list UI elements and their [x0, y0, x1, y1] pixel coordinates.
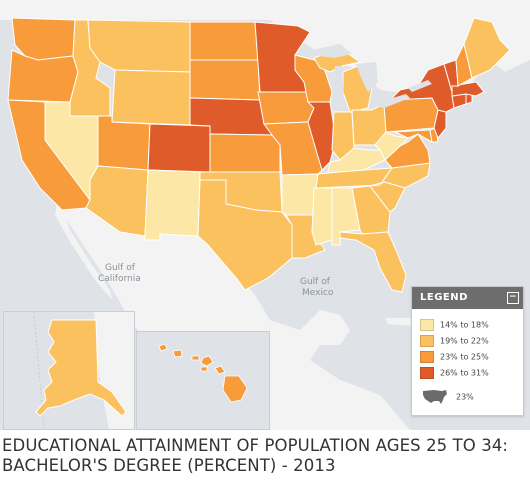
state-md[interactable]: [394, 129, 433, 143]
alaska-inset: [3, 311, 135, 430]
legend-panel: LEGEND − 14% to 18% 19% to 22% 23% to 25…: [411, 286, 524, 416]
legend-class-1: 14% to 18%: [420, 319, 489, 331]
great-lakes: [312, 44, 432, 108]
legend-label: 19% to 22%: [440, 336, 489, 346]
legend-title: LEGEND: [420, 292, 468, 303]
state-vt[interactable]: [443, 59, 459, 93]
state-wa[interactable]: [11, 17, 76, 61]
mexico-land: [50, 190, 410, 430]
state-il[interactable]: [306, 101, 337, 171]
state-nm[interactable]: [144, 169, 201, 241]
state-nd[interactable]: [189, 21, 259, 61]
baja-land: [55, 195, 112, 300]
state-ut[interactable]: [97, 115, 151, 171]
state-ak[interactable]: [35, 319, 127, 417]
state-wv[interactable]: [374, 131, 410, 161]
state-hi[interactable]: [158, 343, 248, 403]
states-layer: [7, 17, 511, 293]
alaska-inset-map: [33, 311, 134, 430]
legend-swatch: [420, 351, 434, 363]
gulf-of-california-label-2: California: [98, 274, 141, 284]
gulf-of-mexico-label: Gulf of: [300, 277, 331, 287]
hawaii-inset: [136, 331, 270, 430]
map-title-line-1: EDUCATIONAL ATTAINMENT OF POPULATION AGE…: [2, 436, 509, 455]
state-tx[interactable]: [197, 179, 293, 291]
legend-label: 23% to 25%: [440, 352, 489, 362]
legend-us-average: 23%: [422, 389, 474, 405]
state-co[interactable]: [147, 123, 211, 173]
legend-label: 26% to 31%: [440, 368, 489, 378]
legend-class-2: 19% to 22%: [420, 335, 489, 347]
state-ma[interactable]: [451, 81, 485, 97]
state-fl[interactable]: [339, 231, 407, 293]
legend-header[interactable]: LEGEND −: [412, 287, 523, 309]
legend-class-4: 26% to 31%: [420, 367, 489, 379]
canada-land: [0, 0, 530, 95]
legend-label: 14% to 18%: [440, 320, 489, 330]
state-me[interactable]: [463, 17, 511, 79]
legend-swatch: [420, 335, 434, 347]
gulf-of-california-label: Gulf of: [105, 263, 136, 273]
legend-us-value: 23%: [456, 392, 474, 402]
state-ms[interactable]: [311, 187, 333, 246]
legend-swatch: [420, 319, 434, 331]
gulf-of-mexico-label-2: Mexico: [302, 288, 334, 298]
state-mt[interactable]: [87, 19, 191, 73]
hawaii-inset-map: [158, 343, 248, 403]
state-sd[interactable]: [189, 59, 261, 101]
state-ks[interactable]: [209, 133, 281, 173]
map-title: EDUCATIONAL ATTAINMENT OF POPULATION AGE…: [2, 436, 528, 476]
map-title-line-2: BACHELOR'S DEGREE (PERCENT) - 2013: [2, 456, 336, 475]
legend-collapse-icon[interactable]: −: [507, 292, 519, 304]
legend-class-3: 23% to 25%: [420, 351, 489, 363]
us-outline-icon: [423, 390, 447, 404]
legend-swatch: [420, 367, 434, 379]
state-ia[interactable]: [257, 91, 315, 125]
state-wy[interactable]: [111, 69, 191, 126]
